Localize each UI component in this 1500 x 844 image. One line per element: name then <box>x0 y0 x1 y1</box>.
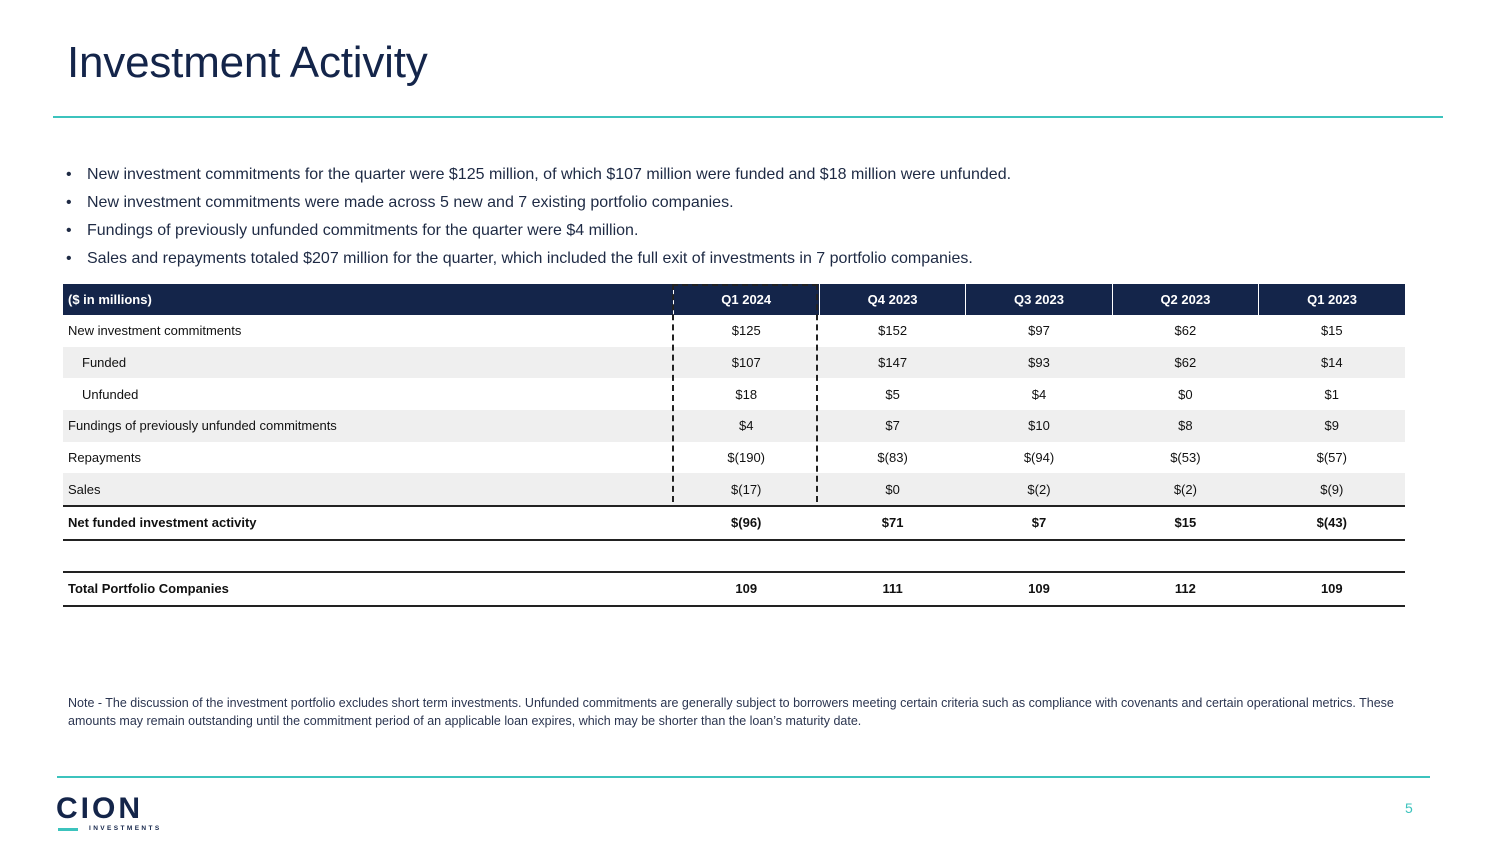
table-row: Repayments $(190) $(83) $(94) $(53) $(57… <box>63 442 1405 474</box>
page-title: Investment Activity <box>67 38 428 87</box>
title-divider <box>53 116 1443 118</box>
bullet-item: New investment commitments for the quart… <box>66 163 1011 191</box>
cell: $(94) <box>1023 450 1055 466</box>
spacer-row <box>63 540 1405 572</box>
table-header-row: ($ in millions) Q1 2024 Q4 2023 Q3 2023 … <box>63 284 1405 315</box>
table-row: Funded $107 $147 $93 $62 $14 <box>63 346 1405 379</box>
cell: $71 <box>819 505 966 541</box>
cell: $(57) <box>1316 450 1347 466</box>
table-row: New investment commitments $125 $152 $97… <box>63 315 1405 347</box>
cell: $5 <box>885 386 900 402</box>
cell: $10 <box>965 410 1113 442</box>
cell: $18 <box>735 386 758 402</box>
cell: $62 <box>1112 346 1259 379</box>
header-q1-2024: Q1 2024 <box>672 284 820 315</box>
bullet-item: Sales and repayments totaled $207 millio… <box>66 247 1011 275</box>
row-label: Fundings of previously unfunded commitme… <box>63 410 674 442</box>
total-companies-row: Total Portfolio Companies 109 111 109 11… <box>63 570 1405 607</box>
cell: $9 <box>1258 410 1405 442</box>
summary-bullets: New investment commitments for the quart… <box>66 163 1011 275</box>
bullet-item: New investment commitments were made acr… <box>66 191 1011 219</box>
cion-logo: CION INVESTMENTS <box>56 794 160 834</box>
cell: 111 <box>819 570 966 607</box>
cell: $15 <box>1112 505 1259 541</box>
cell: $93 <box>965 346 1113 379</box>
cell: $(190) <box>727 450 765 466</box>
cell: 112 <box>1112 570 1259 607</box>
row-label: New investment commitments <box>68 323 242 339</box>
cell: $(9) <box>1258 473 1405 507</box>
cell: $(83) <box>877 450 908 466</box>
row-label: Unfunded <box>82 386 139 402</box>
cell: $(2) <box>965 473 1113 507</box>
row-label: Sales <box>63 473 674 507</box>
row-label: Funded <box>63 346 674 379</box>
bullet-item: Fundings of previously unfunded commitme… <box>66 219 1011 247</box>
logo-subtitle: INVESTMENTS <box>89 825 162 832</box>
cell: $8 <box>1112 410 1259 442</box>
page-number: 5 <box>1405 800 1413 816</box>
cell: $(53) <box>1170 450 1201 466</box>
header-q1-2023: Q1 2023 <box>1258 284 1405 315</box>
cell: $(43) <box>1258 505 1405 541</box>
cell: 109 <box>965 570 1113 607</box>
header-q3-2023: Q3 2023 <box>965 284 1113 315</box>
cell: $4 <box>673 410 820 442</box>
cell: $125 <box>731 323 761 339</box>
footer-divider <box>57 776 1430 778</box>
logo-wordmark: CION <box>56 792 143 825</box>
cell: $(96) <box>673 505 820 541</box>
cell: $152 <box>878 323 908 339</box>
cell: $15 <box>1320 323 1343 339</box>
header-q4-2023: Q4 2023 <box>818 284 966 315</box>
header-q2-2023: Q2 2023 <box>1111 284 1259 315</box>
cell: $7 <box>965 505 1113 541</box>
logo-accent-bar <box>58 828 78 831</box>
footnote: Note - The discussion of the investment … <box>68 696 1394 728</box>
investment-activity-table: ($ in millions) Q1 2024 Q4 2023 Q3 2023 … <box>63 284 1405 607</box>
cell: $0 <box>1178 386 1193 402</box>
cell: $97 <box>1028 323 1050 339</box>
table-row: Sales $(17) $0 $(2) $(2) $(9) <box>63 473 1405 507</box>
cell: $1 <box>1324 386 1340 402</box>
net-activity-row: Net funded investment activity $(96) $71… <box>63 505 1405 541</box>
row-label: Repayments <box>68 450 141 466</box>
row-label: Net funded investment activity <box>63 505 674 541</box>
table-row: Unfunded $18 $5 $4 $0 $1 <box>63 378 1405 410</box>
cell: $4 <box>1031 386 1047 402</box>
cell: $147 <box>819 346 966 379</box>
cell: 109 <box>1258 570 1405 607</box>
cell: $14 <box>1258 346 1405 379</box>
cell: $62 <box>1174 323 1197 339</box>
cell: $(17) <box>673 473 820 507</box>
cell: $7 <box>819 410 966 442</box>
cell: $107 <box>673 346 820 379</box>
cell: $(2) <box>1112 473 1259 507</box>
table-row: Fundings of previously unfunded commitme… <box>63 410 1405 442</box>
cell: 109 <box>673 570 820 607</box>
cell: $0 <box>819 473 966 507</box>
row-label: Total Portfolio Companies <box>63 570 674 607</box>
header-label: ($ in millions) <box>63 284 674 315</box>
